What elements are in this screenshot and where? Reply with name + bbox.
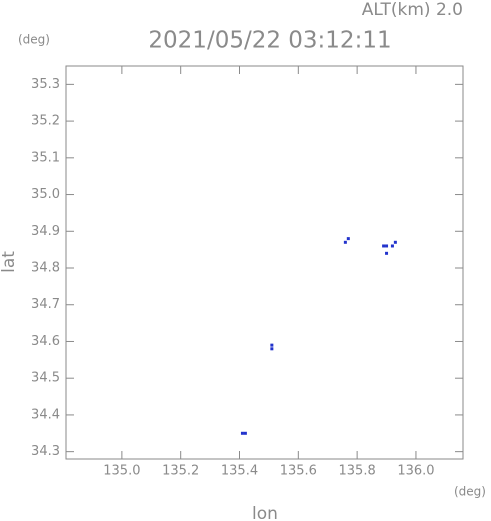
y-tick-label: 34.5 [31,371,60,386]
chart-title: 2021/05/22 03:12:11 [148,28,391,54]
y-tick-label: 34.4 [31,407,60,422]
x-tick-label: 136.0 [397,464,434,479]
x-unit: (deg) [454,485,486,499]
x-tick-label: 135.6 [280,464,317,479]
y-tick-label: 35.1 [31,150,60,165]
point [385,244,389,248]
point [393,240,397,244]
y-tick-label: 34.6 [31,334,60,349]
point [240,431,244,435]
x-tick-label: 135.2 [162,464,199,479]
y-tick-label: 35.0 [31,187,60,202]
x-tick-label: 135.0 [103,464,140,479]
y-tick-label: 34.7 [31,297,60,312]
y-tick-label: 34.3 [31,444,60,459]
point [270,343,274,347]
point [390,244,394,248]
x-tick-label: 135.4 [221,464,258,479]
point [346,237,350,241]
point [385,251,389,255]
y-unit: (deg) [18,33,50,47]
y-tick-label: 34.8 [31,261,60,276]
y-tick-label: 34.9 [31,224,60,239]
alt-annotation: ALT(km) 2.0 [362,0,463,20]
y-tick-label: 35.2 [31,114,60,129]
point [343,240,347,244]
point [243,431,247,435]
y-tick-label: 35.3 [31,77,60,92]
x-axis-label: lon [252,504,278,521]
point [270,347,274,351]
y-axis-label: lat [0,251,19,273]
plot-frame [65,65,464,460]
point [382,244,386,248]
x-tick-label: 135.8 [339,464,376,479]
